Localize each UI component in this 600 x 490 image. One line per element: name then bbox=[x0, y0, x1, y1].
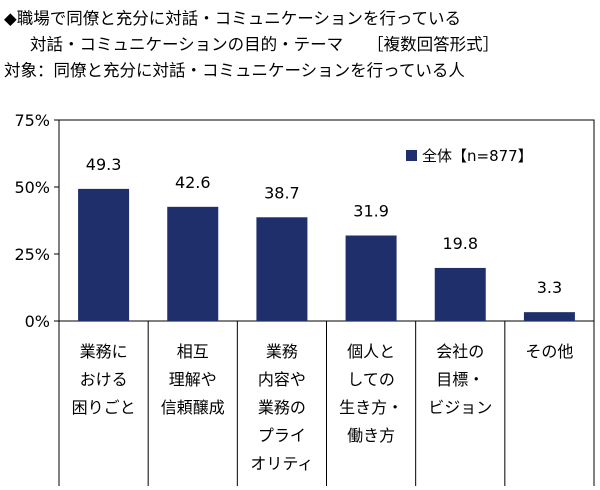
category-label: その他 bbox=[525, 342, 573, 361]
category-label: ビジョン bbox=[428, 398, 492, 417]
category-label: 信頼醸成 bbox=[161, 398, 225, 417]
category-label: 業務の bbox=[258, 398, 306, 417]
y-tick-label: 50% bbox=[14, 178, 50, 197]
bar bbox=[167, 206, 219, 321]
category-label: しての bbox=[347, 370, 395, 389]
category-label: 理解や bbox=[169, 370, 217, 389]
category-label: おける bbox=[80, 370, 128, 389]
bar bbox=[345, 235, 397, 321]
data-label: 19.8 bbox=[442, 234, 478, 253]
chart-title-line2: 対話・コミュニケーションの目的・テーマ ［複数回答形式］ bbox=[4, 32, 596, 58]
chart-title-block: ◆職場で同僚と充分に対話・コミュニケーションを行っている 対話・コミュニケーショ… bbox=[4, 6, 596, 84]
category-label: 目標・ bbox=[436, 370, 484, 389]
bar bbox=[256, 217, 308, 321]
legend-swatch bbox=[406, 150, 417, 161]
category-label: 会社の bbox=[436, 342, 484, 361]
chart-title-tag: ［複数回答形式］ bbox=[367, 35, 500, 54]
legend-label: 全体【n=877】 bbox=[422, 147, 533, 165]
category-label: 業務 bbox=[266, 342, 298, 361]
y-tick-label: 75% bbox=[14, 111, 50, 130]
chart-subject-line: 対象：同僚と充分に対話・コミュニケーションを行っている人 bbox=[4, 61, 465, 80]
category-label: 内容や bbox=[258, 370, 306, 389]
category-label: 相互 bbox=[177, 342, 209, 361]
chart-title-line1: ◆職場で同僚と充分に対話・コミュニケーションを行っている bbox=[4, 9, 462, 28]
data-label: 38.7 bbox=[264, 183, 300, 202]
bar bbox=[434, 267, 486, 321]
category-label: 困りごと bbox=[72, 398, 136, 417]
category-label: オリティ bbox=[250, 454, 313, 473]
data-label: 42.6 bbox=[175, 173, 211, 192]
bar bbox=[523, 312, 575, 321]
data-label: 3.3 bbox=[537, 278, 562, 297]
category-label: 業務に bbox=[80, 342, 128, 361]
bar bbox=[78, 188, 130, 321]
category-label: 個人と bbox=[347, 342, 395, 361]
data-label: 49.3 bbox=[86, 155, 122, 174]
category-label: プライ bbox=[258, 426, 306, 445]
category-label: 働き方 bbox=[347, 426, 395, 445]
category-label: 生き方・ bbox=[339, 398, 403, 417]
y-tick-label: 0% bbox=[25, 312, 50, 331]
chart-title-line2-text: 対話・コミュニケーションの目的・テーマ bbox=[30, 35, 344, 54]
y-tick-label: 25% bbox=[14, 245, 50, 264]
data-label: 31.9 bbox=[353, 202, 389, 221]
